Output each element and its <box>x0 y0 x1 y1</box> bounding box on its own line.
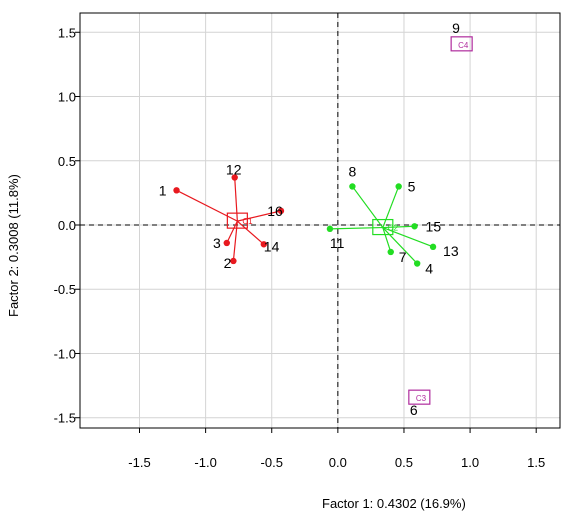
connector-line <box>382 227 434 248</box>
data-point <box>387 248 394 256</box>
data-point <box>395 183 402 190</box>
point-label: 11 <box>330 235 345 251</box>
y-tick-label: 1.5 <box>58 25 76 40</box>
connector-line <box>382 225 415 229</box>
y-tick-label: 1.0 <box>58 90 76 105</box>
centroid-label: C2 <box>388 224 399 233</box>
point-label: 13 <box>443 243 459 259</box>
y-tick-label: -0.5 <box>54 282 76 297</box>
y-tick-label: 0.5 <box>58 154 76 169</box>
point-label: 5 <box>408 178 416 194</box>
centroid-label: C1 <box>242 217 253 226</box>
supplementary-label: C4 <box>458 41 469 50</box>
connector-line <box>237 210 282 222</box>
supplementary-box <box>408 389 431 405</box>
connector-line <box>234 177 238 222</box>
plot-border <box>79 12 561 429</box>
supplementary-box <box>450 36 473 52</box>
gridlines <box>80 13 560 428</box>
supplementary-C4: C4 9 <box>450 20 473 52</box>
y-tick-label: 0.0 <box>58 218 76 233</box>
data-point <box>260 241 268 248</box>
x-tick-label: -1.5 <box>128 455 150 470</box>
connector-line <box>382 227 392 253</box>
y-tick-label: -1.5 <box>54 411 76 426</box>
data-point <box>231 174 238 181</box>
axis-ticks: -1.5 -1.0 -0.5 0.0 0.5 1.0 1.5 -1.5 -1.0 -0.5 0.0 0… <box>54 25 546 470</box>
data-point <box>173 187 180 194</box>
data-point <box>429 243 437 251</box>
data-point <box>326 225 334 233</box>
connector-line <box>226 220 238 244</box>
data-point <box>277 207 285 215</box>
point-label: 12 <box>226 161 242 177</box>
centroid-box <box>372 218 394 236</box>
plot-frame <box>79 12 561 429</box>
point-label: 6 <box>410 402 418 418</box>
point-label: 9 <box>452 20 460 36</box>
reference-lines <box>80 13 560 428</box>
x-tick-label: 0.0 <box>329 455 347 470</box>
connector-line <box>176 189 238 222</box>
point-label: 14 <box>264 238 280 254</box>
connector-line <box>236 220 265 245</box>
data-point <box>223 239 230 247</box>
connector-line <box>351 186 384 228</box>
data-point <box>413 260 421 267</box>
x-tick-label: -1.0 <box>194 455 216 470</box>
connector-line <box>382 227 418 264</box>
y-axis-title: Factor 2: 0.3008 (11.8%) <box>6 174 21 317</box>
data-point <box>230 257 237 265</box>
point-label: 8 <box>348 163 356 179</box>
supplementary-C3: C36 <box>408 389 431 418</box>
connector-line <box>329 226 383 230</box>
supplementary-label: C3 <box>416 394 427 403</box>
point-label: 1 <box>159 182 167 198</box>
data-point <box>349 183 356 190</box>
group-C1: 1 12 16 32 14 C1 <box>159 161 285 271</box>
x-axis-title: Factor 1: 0.4302 (16.9%) <box>322 496 466 511</box>
point-label: 4 <box>425 261 433 277</box>
supplementary-points: C4 9 C36 <box>408 20 473 418</box>
x-tick-label: 1.5 <box>527 455 545 470</box>
point-label: 7 <box>399 249 407 265</box>
point-label: 3 <box>213 235 221 251</box>
point-label: 16 <box>267 203 283 219</box>
centroid-box <box>226 212 248 229</box>
y-tick-label: -1.0 <box>54 346 76 361</box>
x-tick-label: 1.0 <box>461 455 479 470</box>
data-point <box>411 223 418 230</box>
point-label: 2 <box>224 255 232 271</box>
connector-line <box>382 186 400 228</box>
x-tick-label: 0.5 <box>395 455 413 470</box>
x-tick-label: -0.5 <box>261 455 283 470</box>
point-label: 15 <box>426 218 442 234</box>
